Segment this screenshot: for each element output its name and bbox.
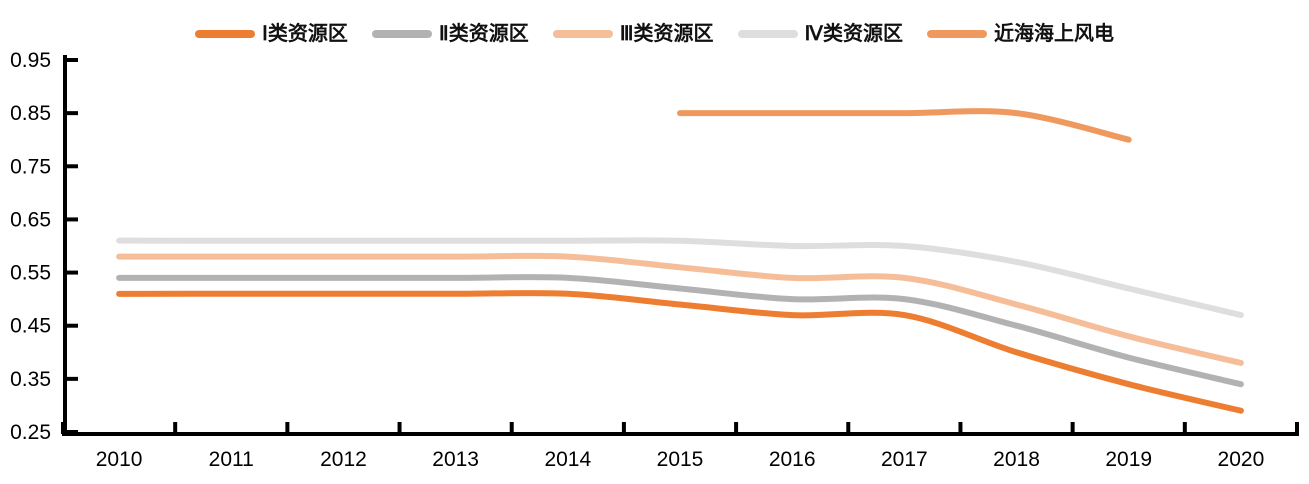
series-line-3 [116, 237, 1244, 319]
legend-item-0: Ⅰ类资源区 [194, 23, 348, 45]
series-line-1 [116, 274, 1244, 388]
x-tick-label: 2014 [544, 448, 591, 471]
series-line-4 [677, 108, 1132, 143]
legend-item-3: Ⅳ类资源区 [737, 23, 903, 45]
legend-label: Ⅰ类资源区 [261, 23, 348, 45]
y-tick-label: 0.65 [10, 208, 51, 231]
legend-swatch-icon [552, 30, 613, 38]
legend-item-4: 近海海上风电 [927, 24, 1114, 44]
x-tick-label: 2013 [432, 448, 479, 471]
legend-label: Ⅳ类资源区 [804, 23, 903, 45]
x-tick-label: 2019 [1105, 448, 1152, 471]
x-tick-label: 2016 [769, 448, 816, 471]
legend-swatch-icon [927, 30, 987, 38]
y-tick-label: 0.55 [10, 262, 51, 285]
y-tick-label: 0.75 [10, 155, 51, 178]
series-line-2 [116, 252, 1244, 366]
x-tick-label: 2010 [96, 448, 143, 471]
legend-label: 近海海上风电 [994, 23, 1114, 45]
chart-legend: Ⅰ类资源区 Ⅱ类资源区 Ⅲ类资源区 Ⅳ类资源区 近海海上风电 [0, 24, 1309, 44]
x-tick-label: 2017 [881, 448, 928, 471]
y-tick-label: 0.25 [10, 421, 51, 444]
y-tick-label: 0.35 [10, 368, 51, 391]
legend-swatch-icon [371, 30, 432, 38]
y-tick-label: 0.85 [10, 102, 51, 125]
legend-label: Ⅱ类资源区 [438, 23, 529, 45]
x-tick-label: 2018 [993, 448, 1040, 471]
legend-swatch-icon [737, 30, 798, 38]
y-tick-label: 0.45 [10, 315, 51, 338]
y-tick-label: 0.95 [10, 49, 51, 72]
x-tick-label: 2020 [1218, 448, 1265, 471]
x-tick-label: 2012 [320, 448, 367, 471]
x-tick-label: 2015 [657, 448, 704, 471]
legend-item-2: Ⅲ类资源区 [552, 23, 714, 45]
legend-label: Ⅲ类资源区 [619, 23, 714, 45]
series-line-0 [116, 290, 1244, 414]
legend-swatch-icon [194, 30, 255, 38]
x-tick-label: 2011 [209, 448, 254, 471]
legend-item-1: Ⅱ类资源区 [371, 23, 529, 45]
